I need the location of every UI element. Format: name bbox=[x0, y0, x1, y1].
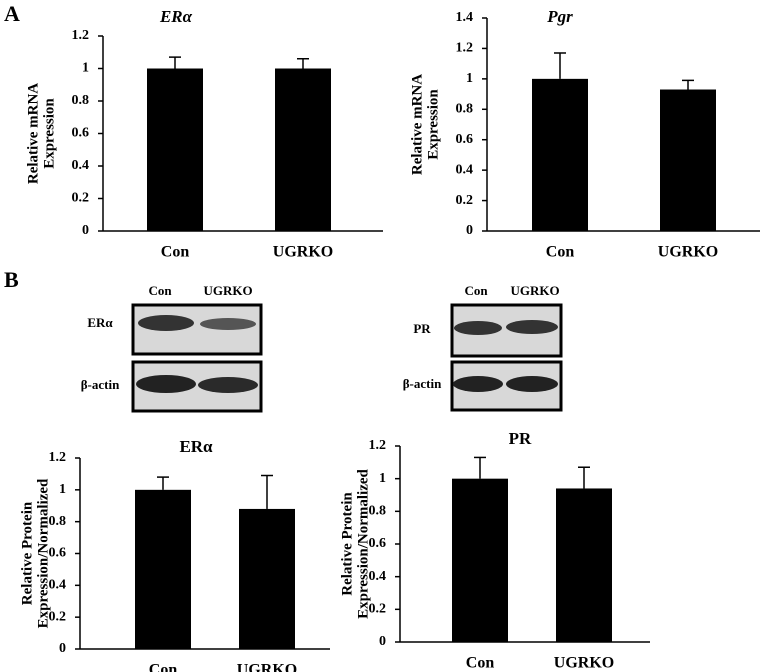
y-tick-label: 1 bbox=[466, 71, 473, 86]
x-tick-label: Con bbox=[149, 662, 178, 672]
x-tick-label: UGRKO bbox=[658, 244, 718, 261]
y-tick-label: 1 bbox=[59, 482, 66, 497]
y-tick-label: 0.4 bbox=[72, 158, 90, 173]
x-tick-label: UGRKO bbox=[554, 655, 614, 672]
y-axis-label: Relative Protein bbox=[19, 501, 35, 605]
y-tick-label: 0.4 bbox=[49, 578, 67, 593]
y-tick-label: 0.2 bbox=[369, 602, 387, 617]
bar bbox=[275, 68, 331, 231]
y-tick-label: 0.8 bbox=[49, 514, 67, 529]
y-tick-label: 0 bbox=[59, 641, 66, 656]
y-axis-label: Relative mRNA bbox=[409, 74, 425, 175]
lane-label: UGRKO bbox=[203, 283, 252, 298]
y-tick-label: 0.6 bbox=[456, 132, 474, 147]
x-tick-label: Con bbox=[466, 655, 495, 672]
chart-title: ERα bbox=[159, 7, 193, 26]
y-tick-label: 0 bbox=[379, 634, 386, 649]
lane-label: Con bbox=[148, 283, 172, 298]
y-axis-label: Relative Protein bbox=[339, 492, 355, 596]
x-tick-label: Con bbox=[546, 244, 575, 261]
chart-title: PR bbox=[509, 429, 532, 448]
lane-label: UGRKO bbox=[510, 283, 559, 298]
x-tick-label: Con bbox=[161, 244, 190, 261]
bar bbox=[147, 68, 203, 231]
row-label: PR bbox=[413, 321, 431, 336]
row-label: ERα bbox=[87, 315, 113, 330]
bar bbox=[660, 89, 716, 231]
y-tick-label: 0.4 bbox=[456, 162, 474, 177]
y-tick-label: 1 bbox=[82, 61, 89, 76]
blot bbox=[450, 303, 563, 412]
bar bbox=[135, 489, 191, 649]
y-tick-label: 0.2 bbox=[49, 609, 67, 624]
x-tick-label: UGRKO bbox=[237, 662, 297, 672]
chart-title: ERα bbox=[179, 437, 213, 456]
bar bbox=[532, 78, 588, 231]
blot bbox=[131, 303, 263, 413]
y-axis-label: Expression bbox=[425, 89, 441, 160]
panel-label: B bbox=[4, 267, 19, 292]
row-label: β-actin bbox=[81, 377, 120, 392]
panel-label: A bbox=[4, 1, 20, 26]
y-tick-label: 0.6 bbox=[369, 536, 387, 551]
row-label: β-actin bbox=[403, 376, 442, 391]
y-tick-label: 1.2 bbox=[72, 28, 90, 43]
bar bbox=[452, 478, 508, 642]
y-tick-label: 1.2 bbox=[49, 450, 67, 465]
y-tick-label: 0.4 bbox=[369, 569, 387, 584]
y-axis-label: Relative mRNA bbox=[25, 83, 41, 184]
chart-title: Pgr bbox=[546, 7, 573, 26]
y-axis-label: Expression bbox=[41, 98, 57, 169]
bar bbox=[239, 508, 295, 649]
y-tick-label: 0.2 bbox=[456, 193, 474, 208]
y-tick-label: 1 bbox=[379, 471, 386, 486]
y-tick-label: 0.6 bbox=[72, 126, 90, 141]
y-tick-label: 1.4 bbox=[456, 10, 474, 25]
y-tick-label: 0 bbox=[82, 223, 89, 238]
lane-label: Con bbox=[464, 283, 488, 298]
y-tick-label: 0.8 bbox=[72, 93, 90, 108]
x-tick-label: UGRKO bbox=[273, 244, 333, 261]
y-tick-label: 1.2 bbox=[369, 438, 387, 453]
y-axis-label: Expression/Normalized bbox=[355, 468, 371, 618]
y-tick-label: 1.2 bbox=[456, 41, 474, 56]
y-tick-label: 0.2 bbox=[72, 191, 90, 206]
y-tick-label: 0 bbox=[466, 223, 473, 238]
y-tick-label: 0.8 bbox=[369, 504, 387, 519]
y-tick-label: 0.6 bbox=[49, 546, 67, 561]
y-axis-label: Expression/Normalized bbox=[35, 478, 51, 628]
bar bbox=[556, 488, 612, 642]
y-tick-label: 0.8 bbox=[456, 102, 474, 117]
